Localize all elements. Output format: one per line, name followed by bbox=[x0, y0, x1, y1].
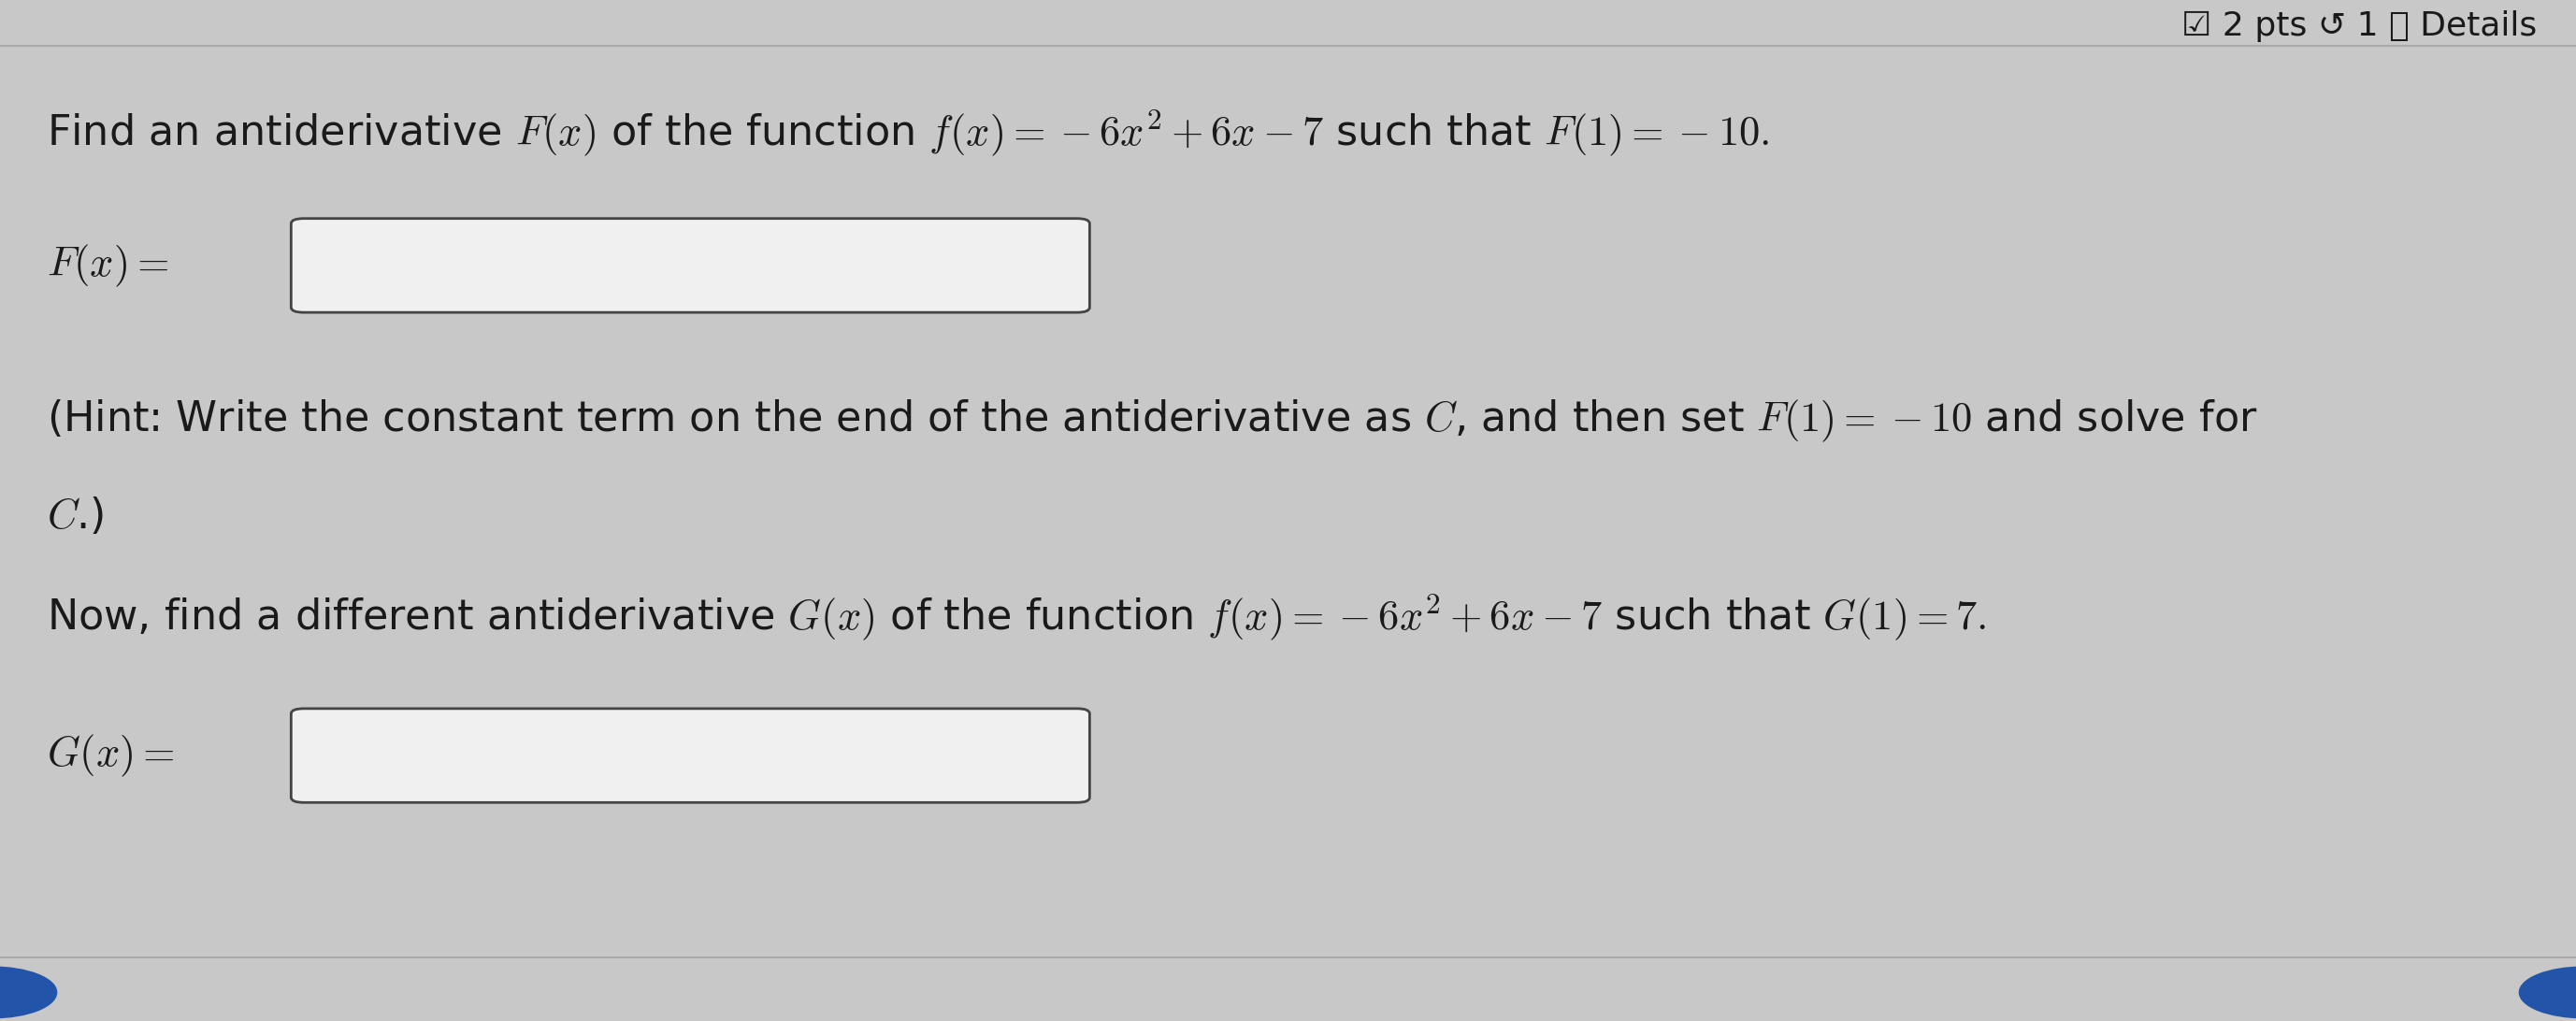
FancyBboxPatch shape bbox=[291, 218, 1090, 312]
FancyBboxPatch shape bbox=[291, 709, 1090, 803]
Text: Now, find a different antiderivative $G(x)$ of the function $f(x)=-6x^2+6x-7$ su: Now, find a different antiderivative $G(… bbox=[46, 592, 1986, 642]
Text: $F(x)=$: $F(x)=$ bbox=[46, 242, 167, 289]
Text: ☑ 2 pts ↺ 1 ⓘ Details: ☑ 2 pts ↺ 1 ⓘ Details bbox=[2182, 10, 2537, 42]
Text: Find an antiderivative $F(x)$ of the function $f(x)=-6x^2+6x-7$ such that $F(1)=: Find an antiderivative $F(x)$ of the fun… bbox=[46, 107, 1770, 157]
Circle shape bbox=[2519, 967, 2576, 1018]
Text: (Hint: Write the constant term on the end of the antiderivative as $C$, and then: (Hint: Write the constant term on the en… bbox=[46, 398, 2257, 444]
Text: $G(x)=$: $G(x)=$ bbox=[46, 732, 175, 779]
Circle shape bbox=[0, 967, 57, 1018]
Text: $C$.): $C$.) bbox=[46, 495, 134, 536]
